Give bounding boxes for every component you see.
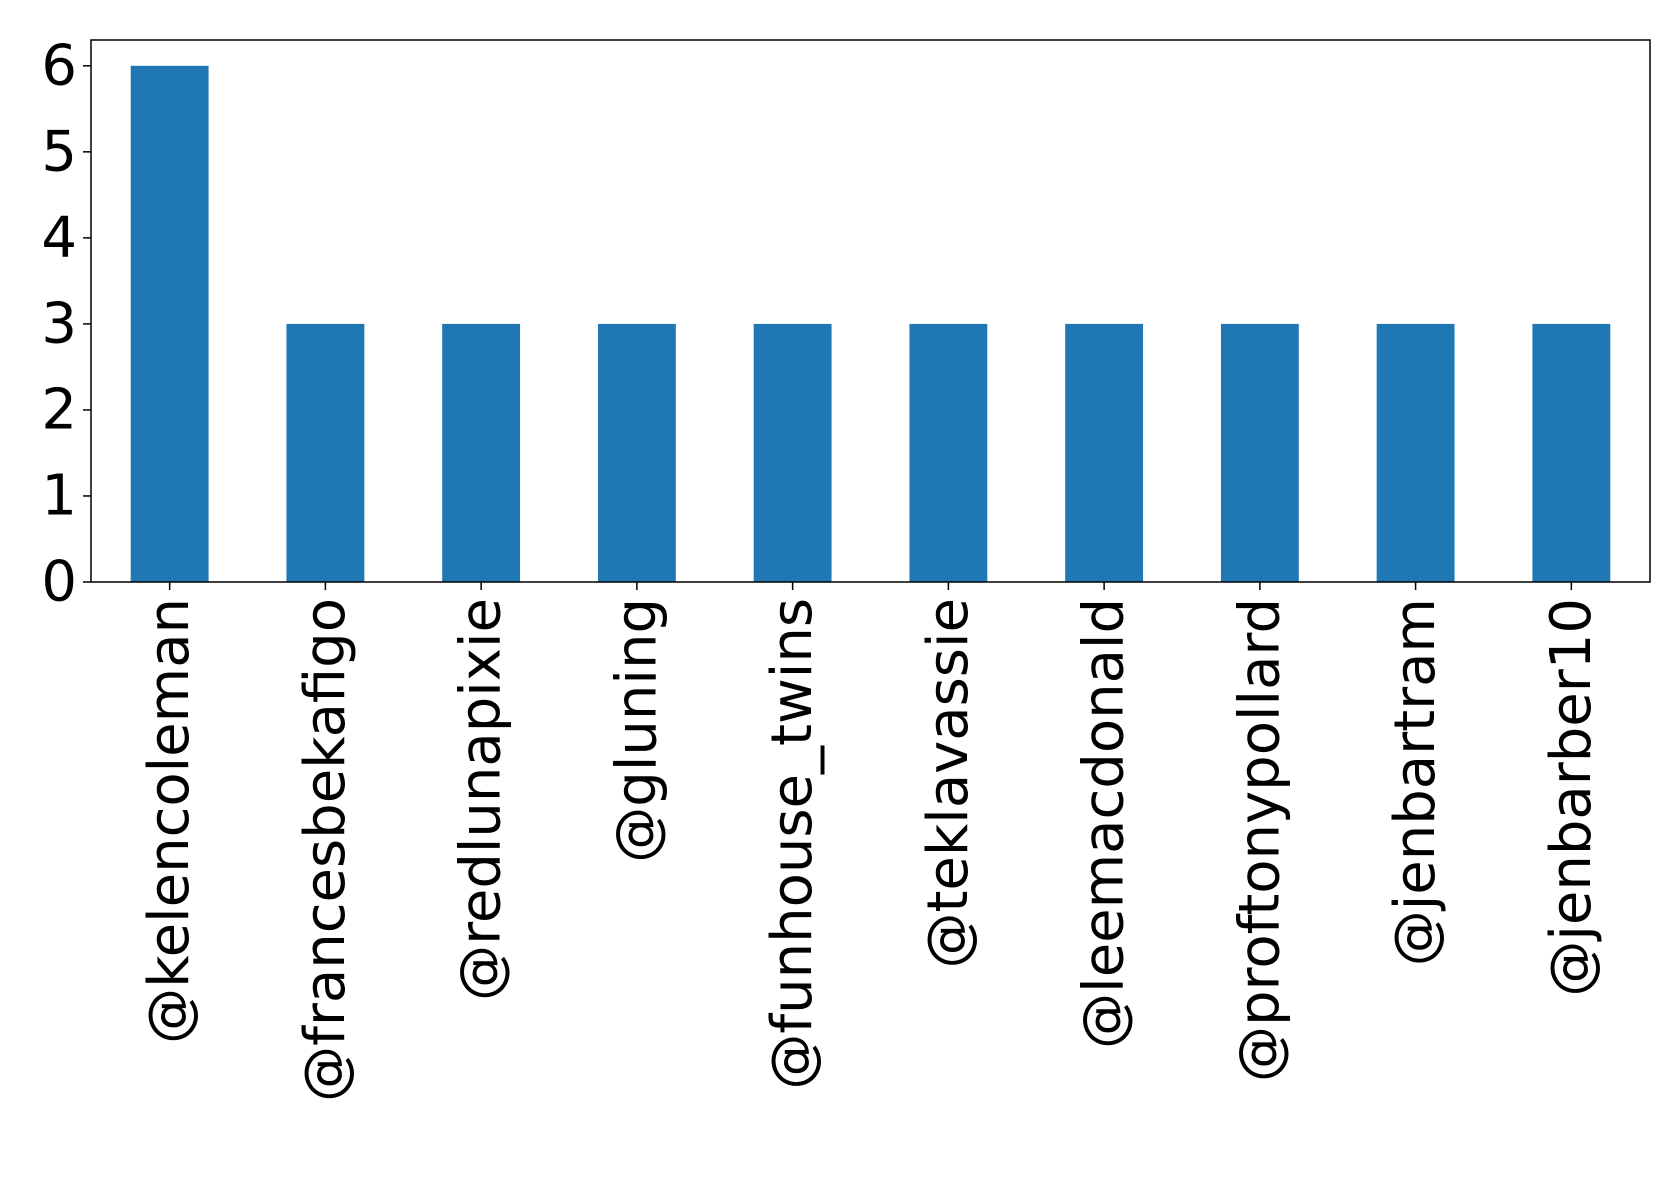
bar-funhouse-twins xyxy=(753,323,832,582)
bar-teklavassie xyxy=(909,323,988,582)
bar-jenbartram xyxy=(1376,323,1455,582)
y-axis: 0 1 2 3 4 5 6 xyxy=(41,33,91,615)
x-tick-label: @leemacdonald xyxy=(1072,598,1137,1049)
x-tick-label: @proftonypollard xyxy=(1227,598,1292,1082)
y-tick-label: 4 xyxy=(41,205,77,270)
x-tick-label: @gluning xyxy=(604,598,669,863)
x-tick-label: @funhouse_twins xyxy=(760,598,825,1090)
y-tick-label: 1 xyxy=(41,463,77,528)
bar-kelencoleman xyxy=(130,65,209,583)
bar-leemacdonald xyxy=(1065,323,1144,582)
x-tick-label: @jenbarber10 xyxy=(1539,598,1604,997)
x-tick-label: @teklavassie xyxy=(916,598,981,969)
bar-francesbekafigo xyxy=(286,323,365,582)
bar-jenbarber10 xyxy=(1532,323,1611,582)
y-tick-label: 6 xyxy=(41,33,77,98)
bar-proftonypollard xyxy=(1220,323,1299,582)
x-tick-label: @redlunapixie xyxy=(449,598,514,1001)
plot-frame xyxy=(90,39,1651,583)
y-tick-label: 5 xyxy=(41,119,77,184)
y-tick-label: 0 xyxy=(41,550,77,615)
y-tick-label: 3 xyxy=(41,291,77,356)
y-tick-label: 2 xyxy=(41,377,77,442)
bar-gluning xyxy=(597,323,676,582)
x-tick-label: @kelencoleman xyxy=(137,598,202,1044)
x-tick-label: @jenbartram xyxy=(1383,598,1448,966)
x-tick-label: @francesbekafigo xyxy=(293,598,358,1102)
bars-group xyxy=(130,65,1611,583)
x-axis: @kelencoleman @francesbekafigo @redlunapix… xyxy=(137,582,1604,1102)
bar-redlunapixie xyxy=(442,323,521,582)
